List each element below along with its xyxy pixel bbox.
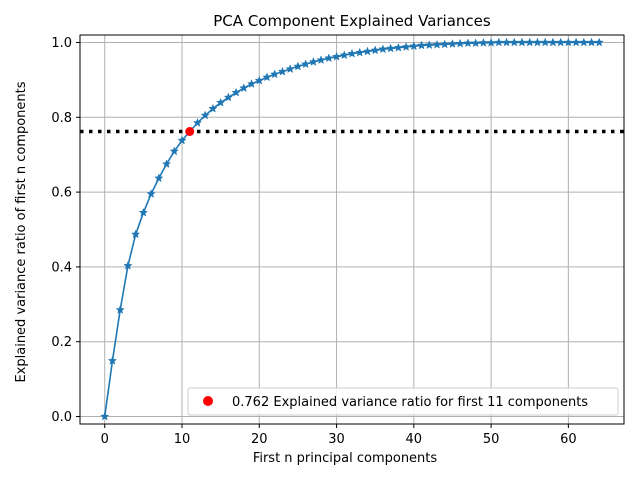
x-tick-label: 30	[328, 432, 345, 447]
data-point-star	[586, 37, 597, 47]
data-point-star	[154, 173, 164, 183]
plot-data	[80, 37, 624, 421]
data-point-star	[370, 45, 380, 55]
data-point-star	[161, 159, 172, 169]
data-point-star	[262, 72, 272, 82]
x-tick-label: 50	[483, 432, 500, 447]
data-point-star	[532, 37, 543, 47]
data-point-star	[300, 59, 311, 69]
data-point-star	[115, 305, 125, 314]
data-point-star	[501, 37, 512, 47]
data-point-star	[177, 135, 187, 145]
data-point-star	[478, 37, 489, 47]
y-tick-label: 1.0	[51, 36, 72, 51]
data-point-star	[146, 189, 156, 198]
data-point-star	[571, 37, 581, 47]
data-point-star	[316, 55, 326, 65]
data-point-star	[339, 50, 349, 60]
data-point-star	[347, 48, 357, 58]
legend: 0.762 Explained variance ratio for first…	[187, 387, 619, 416]
legend-label: 0.762 Explained variance ratio for first…	[232, 395, 588, 410]
data-point-star	[385, 43, 396, 53]
data-point-star	[424, 40, 434, 50]
data-point-star	[362, 46, 373, 56]
data-point-star	[416, 40, 427, 50]
data-point-star	[215, 97, 226, 107]
data-point-star	[378, 44, 388, 54]
data-point-star	[324, 53, 334, 63]
chart-title: PCA Component Explained Variances	[213, 12, 491, 30]
data-point-star	[393, 42, 404, 52]
data-point-star	[440, 39, 450, 49]
axis-ticks: 0 10 20 30 40 50 60 0.0 0.2 0.4 0.6 0.8 1.0	[51, 36, 576, 447]
legend-box	[187, 387, 619, 416]
data-point-star	[308, 57, 319, 66]
x-tick-label: 20	[251, 432, 268, 447]
data-point-star	[594, 37, 604, 47]
data-point-star	[579, 37, 589, 47]
data-point-star	[548, 37, 558, 47]
data-point-star	[432, 39, 442, 49]
data-point-star	[355, 47, 365, 57]
data-point-star	[138, 207, 149, 217]
data-point-star	[331, 51, 342, 61]
data-point-star	[223, 92, 234, 102]
data-point-star	[270, 69, 280, 79]
data-point-star	[169, 146, 179, 156]
data-point-star	[208, 103, 218, 113]
data-point-star	[517, 37, 527, 47]
grid-lines	[80, 35, 624, 424]
data-point-star	[509, 37, 519, 47]
data-point-star	[470, 38, 481, 48]
data-point-star	[231, 87, 241, 97]
y-tick-label: 0.4	[51, 260, 72, 275]
highlight-point-red	[185, 127, 195, 137]
data-point-star	[192, 118, 203, 127]
data-point-star	[100, 411, 110, 421]
data-point-star	[401, 42, 411, 51]
y-tick-label: 0.8	[51, 111, 72, 126]
data-point-star	[447, 39, 458, 48]
x-tick-label: 40	[406, 432, 423, 447]
data-point-star	[285, 64, 295, 74]
x-axis-label: First n principal components	[253, 451, 438, 466]
x-tick-label: 60	[560, 432, 577, 447]
data-point-star	[555, 37, 566, 47]
data-point-star	[123, 260, 133, 270]
data-point-star	[239, 83, 249, 93]
data-point-star	[463, 38, 473, 48]
y-tick-label: 0.2	[51, 335, 72, 350]
data-point-star	[494, 37, 504, 47]
data-point-star	[409, 41, 419, 51]
y-tick-label: 0.6	[51, 186, 72, 201]
data-point-star	[107, 355, 118, 365]
data-point-star	[486, 37, 496, 47]
data-point-star	[246, 79, 257, 88]
data-point-star	[563, 37, 574, 47]
data-point-star	[130, 229, 141, 239]
legend-marker-red-dot	[203, 396, 213, 406]
y-axis-label: Explained variance ratio of first n comp…	[14, 81, 29, 382]
plot-frame	[79, 34, 625, 425]
x-tick-label: 10	[174, 432, 191, 447]
data-point-star	[277, 66, 288, 76]
data-point-star	[293, 61, 303, 71]
x-tick-label: 0	[101, 432, 109, 447]
data-point-star	[540, 37, 550, 47]
data-point-star	[525, 37, 535, 47]
data-point-star	[254, 75, 264, 85]
y-tick-label: 0.0	[51, 410, 72, 425]
data-point-star	[200, 110, 210, 120]
data-point-star	[455, 38, 465, 48]
